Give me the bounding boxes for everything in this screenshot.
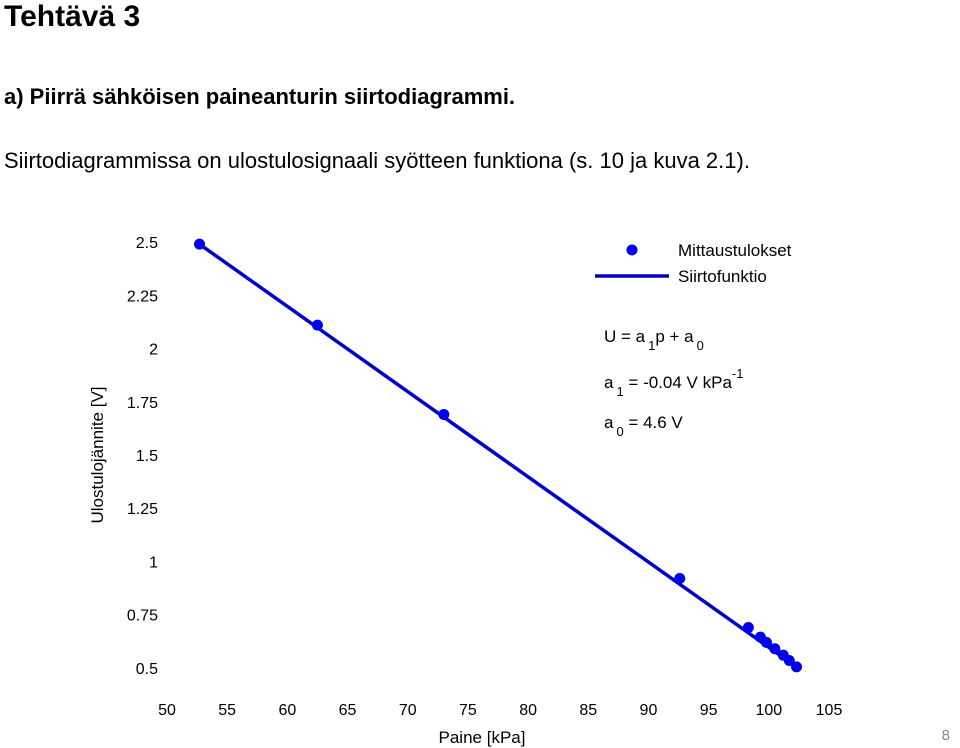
data-point [783,655,795,667]
equation-part: = -0.04 V kPa [624,373,733,392]
legend-label: Mittaustulokset [678,241,792,260]
y-tick-label: 1 [149,554,158,571]
y-tick-label: 0.5 [136,661,158,678]
x-tick-label: 60 [278,702,296,719]
equation-part: 1 [648,338,655,353]
x-axis-label: Paine [kPa] [439,728,526,747]
x-tick-label: 90 [640,702,658,719]
data-point [438,409,450,421]
equation-part: -1 [732,366,744,381]
task-text: a) Piirrä sähköisen paineanturin siirtod… [4,84,515,109]
data-point [742,622,754,633]
x-tick-label: 70 [399,702,417,719]
y-tick-label: 1.25 [127,501,158,518]
legend-label: Siirtofunktio [678,267,767,286]
equation-part: = 4.6 V [624,413,684,432]
equation-part: 0 [697,338,704,353]
x-tick-label: 65 [339,702,357,719]
data-point [769,643,781,655]
slide-title: Tehtävä 3 [4,0,140,33]
y-tick-label: 2.25 [127,288,158,305]
data-point [791,661,803,673]
equation-part: p + a [655,327,694,346]
equation-part: a [604,413,614,432]
body-text: Siirtodiagrammissa on ulostulosignaali s… [4,148,750,173]
y-tick-label: 2 [149,342,158,359]
equation-part: 1 [616,384,623,399]
data-point [193,238,205,250]
legend-marker [626,244,638,256]
x-tick-label: 95 [700,702,718,719]
x-tick-label: 105 [816,702,843,719]
data-point [674,573,686,585]
y-tick-label: 1.5 [136,448,158,465]
x-tick-label: 100 [755,702,782,719]
y-axis-label: Ulostulojännite [V] [88,386,107,523]
equation-part: 0 [616,424,623,439]
equation-part: a [604,373,614,392]
fit-line [198,242,798,669]
y-tick-label: 0.75 [127,608,158,625]
equation-part: U = a [604,327,646,346]
data-point [760,636,772,648]
x-tick-label: 80 [519,702,537,719]
data-point [311,319,323,331]
x-tick-label: 85 [579,702,597,719]
x-tick-label: 50 [158,702,176,719]
x-tick-label: 55 [218,702,236,719]
page-number: 8 [942,727,950,744]
y-tick-label: 1.75 [127,395,158,412]
x-tick-label: 75 [459,702,477,719]
y-tick-label: 2.5 [136,235,158,252]
